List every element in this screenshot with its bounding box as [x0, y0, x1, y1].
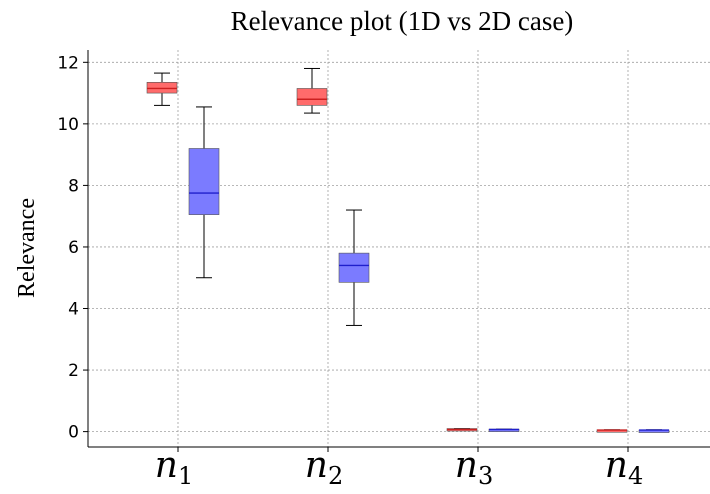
- y-tick-label: 8: [68, 176, 79, 196]
- grid-lines: [88, 50, 710, 447]
- box-plot-4-series-2: [638, 429, 670, 433]
- box-plot-4-series-1: [596, 429, 628, 433]
- box-series: [146, 67, 670, 433]
- axes: [87, 50, 710, 448]
- y-tick-label: 6: [68, 238, 79, 258]
- box-plot-1-series-1: [146, 72, 178, 106]
- y-tick-label: 0: [68, 423, 79, 443]
- x-tick-label: n3: [455, 445, 493, 490]
- box-plot-2-series-1: [296, 67, 328, 114]
- x-tick-labels: n1 n2 n3 n4: [155, 445, 643, 490]
- box-plot-1-series-2: [188, 106, 220, 279]
- x-tick-label: n1: [155, 445, 193, 490]
- x-tick-label: n4: [605, 445, 643, 490]
- box: [188, 148, 220, 215]
- box-plot-3-series-2: [488, 428, 520, 432]
- y-tick-label: 4: [68, 300, 79, 320]
- y-axis-label: Relevance: [14, 198, 40, 298]
- x-tick-label: n2: [305, 445, 343, 490]
- box-plot-3-series-1: [446, 428, 478, 432]
- chart-title: Relevance plot (1D vs 2D case): [231, 6, 574, 36]
- y-tick-labels: 0 2 4 6 8 10 12: [57, 53, 88, 443]
- y-tick-label: 2: [68, 361, 79, 381]
- y-tick-label: 12: [57, 53, 79, 73]
- box-plot-2-series-2: [338, 209, 370, 326]
- box: [296, 88, 328, 106]
- y-tick-label: 10: [57, 115, 79, 135]
- box: [338, 252, 370, 283]
- box: [146, 82, 178, 94]
